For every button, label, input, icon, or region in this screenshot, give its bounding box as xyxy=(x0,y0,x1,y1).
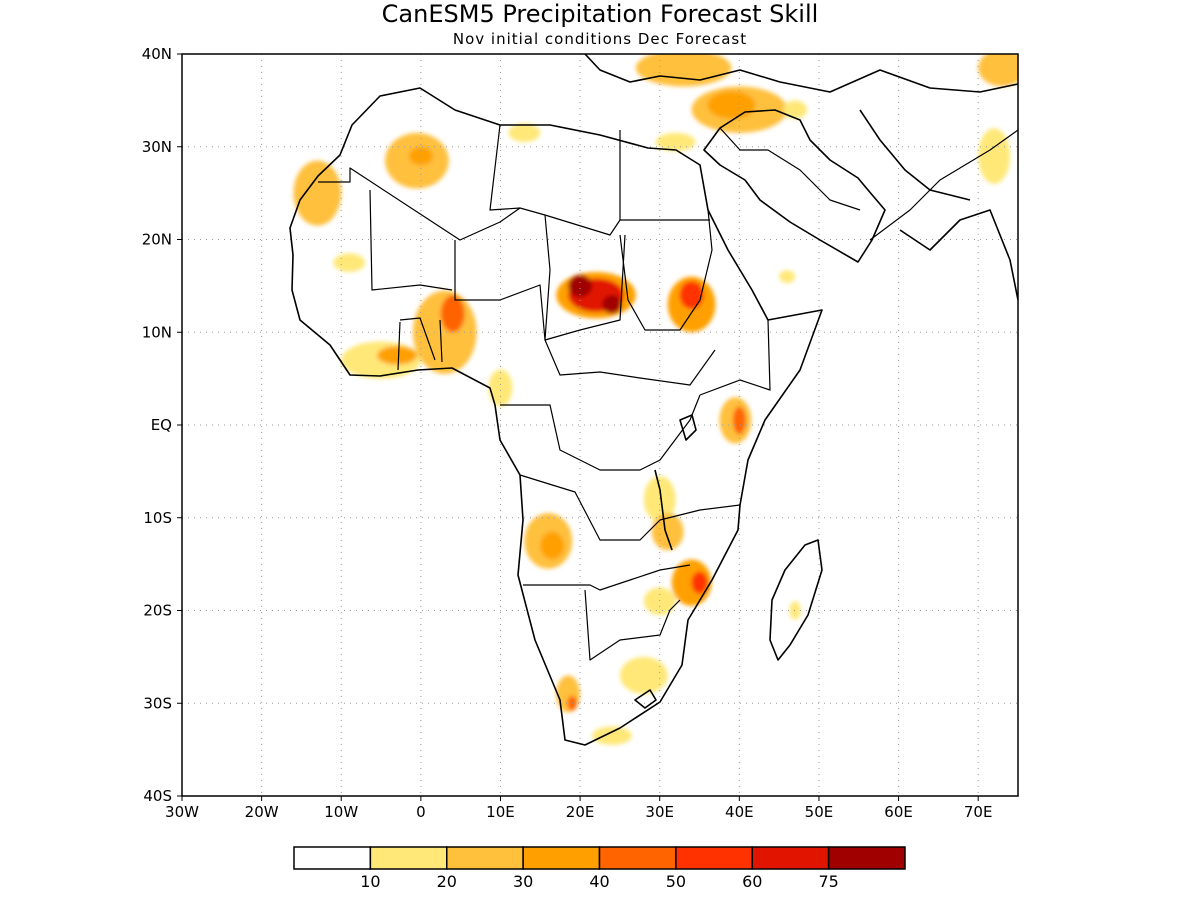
colorbar-label: 20 xyxy=(437,872,457,891)
lon-tick-label: 50E xyxy=(805,803,834,821)
skill-region-egypt-north xyxy=(655,132,696,152)
skill-region-mauritania-south xyxy=(333,253,366,272)
skill-region-persian-gulf-north xyxy=(783,100,808,119)
lat-tick-label: 20S xyxy=(143,602,172,620)
graticule xyxy=(182,54,1018,796)
skill-region-mozambique-core xyxy=(691,571,708,594)
colorbar-label: 30 xyxy=(513,872,533,891)
colorbar-swatch xyxy=(751,846,830,870)
map-subtitle: Nov initial conditions Dec Forecast xyxy=(453,30,747,48)
skill-region-zimbabwe-south xyxy=(643,587,676,616)
lat-tick-label: 40S xyxy=(143,787,172,805)
lon-tick-label: 40E xyxy=(725,803,754,821)
skill-region-mozambique xyxy=(671,559,712,606)
colorbar-swatch xyxy=(446,846,524,870)
skill-region-south-africa-east xyxy=(619,656,668,694)
skill-region-western-sahara-coast xyxy=(293,160,342,226)
skill-region-pakistan xyxy=(978,128,1011,184)
colorbar-swatch xyxy=(522,846,601,870)
skill-region-mediterranean-north xyxy=(635,54,732,87)
lon-tick-label: 60E xyxy=(884,803,913,821)
skill-region-caspian-south xyxy=(978,54,1018,87)
colorbar-label: 75 xyxy=(818,872,838,891)
lat-tick-label: 30N xyxy=(142,138,172,156)
lon-tick-label: 10E xyxy=(486,803,515,821)
axis-tick-labels: 30W 20W 10W 0 10E 20E 30E 40E 50E 60E 70E 40N 30N 20N… xyxy=(142,45,993,821)
colorbar-swatch xyxy=(598,846,677,870)
lat-tick-label: 10N xyxy=(142,323,172,341)
colorbar-label: 50 xyxy=(666,872,686,891)
skill-region-angola-core xyxy=(540,531,565,560)
skill-region-chad-sudan-core xyxy=(568,274,593,298)
lon-tick-label: 10W xyxy=(324,803,358,821)
skill-region-libya-north xyxy=(508,123,541,143)
lon-tick-label: 30E xyxy=(645,803,674,821)
skill-region-lake-tanganyika xyxy=(643,476,676,523)
colorbar-label: 60 xyxy=(742,872,762,891)
lon-tick-label: 70E xyxy=(964,803,993,821)
skill-region-levant-iraq-core xyxy=(707,91,756,119)
lat-tick-label: 20N xyxy=(142,231,172,249)
colorbar-swatch xyxy=(827,846,906,870)
coastlines xyxy=(289,54,1018,746)
plot-area xyxy=(182,54,1018,796)
country-borders xyxy=(318,124,1018,661)
lon-tick-label: 0 xyxy=(416,803,426,821)
lat-tick-label: 10S xyxy=(143,509,172,527)
skill-region-arabia-sw xyxy=(779,270,796,284)
skill-region-south-sudan-ethiopia-core xyxy=(679,281,704,310)
lat-tick-label: EQ xyxy=(151,416,172,434)
lat-tick-label: 30S xyxy=(143,694,172,712)
skill-region-cameroon-coast xyxy=(488,369,513,407)
colorbar-swatch xyxy=(293,846,372,870)
map-title: CanESM5 Precipitation Forecast Skill xyxy=(382,0,819,28)
colorbar-swatch xyxy=(369,846,448,870)
skill-region-madagascar-east xyxy=(789,601,801,620)
lon-tick-label: 20E xyxy=(566,803,595,821)
skill-region-west-africa-coast-core xyxy=(377,346,417,365)
lat-tick-label: 40N xyxy=(142,45,172,63)
colorbar-label: 10 xyxy=(360,872,380,891)
skill-region-chad-sudan-core-east xyxy=(602,295,622,314)
colorbar-swatch xyxy=(675,846,753,870)
colorbar-label: 40 xyxy=(589,872,609,891)
lon-tick-label: 20W xyxy=(245,803,279,821)
skill-region-ghana-togo-benin-core xyxy=(440,295,465,333)
skill-shading-layer xyxy=(293,54,1018,745)
lon-tick-label: 30W xyxy=(165,803,199,821)
colorbar: 10 20 30 40 50 60 75 xyxy=(293,846,906,891)
skill-region-south-africa-cape xyxy=(592,726,632,745)
